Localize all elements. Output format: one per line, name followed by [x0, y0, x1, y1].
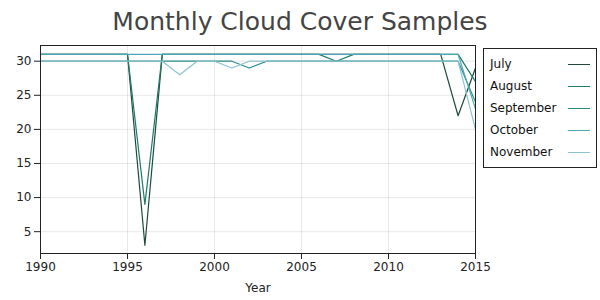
html-text:July: July [490, 57, 512, 71]
svg-text:2015: 2015 [460, 260, 491, 274]
html-text:September: September [490, 101, 557, 115]
svg-text:2005: 2005 [286, 260, 317, 274]
svg-text:30: 30 [16, 54, 31, 68]
svg-text:25: 25 [16, 88, 31, 102]
svg-text:10: 10 [16, 190, 31, 204]
html-text:Monthly Cloud Cover Samples: Monthly Cloud Cover Samples [112, 7, 488, 36]
svg-text:20: 20 [16, 122, 31, 136]
svg-text:1990: 1990 [25, 260, 56, 274]
svg-text:5: 5 [24, 225, 32, 239]
svg-text:2000: 2000 [199, 260, 230, 274]
svg-text:1995: 1995 [112, 260, 143, 274]
svg-text:2010: 2010 [373, 260, 404, 274]
html-text:August: August [490, 79, 532, 93]
svg-text:Year: Year [244, 281, 270, 295]
html-text:October: October [490, 123, 538, 137]
html-text:November: November [490, 145, 553, 159]
svg-text:15: 15 [16, 156, 31, 170]
